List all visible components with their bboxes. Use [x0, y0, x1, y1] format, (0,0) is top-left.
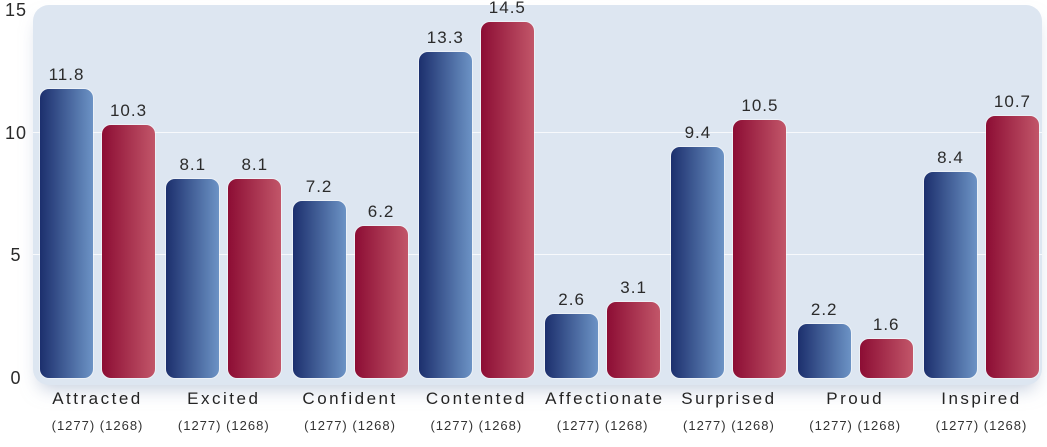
category-label: Excited	[187, 389, 261, 408]
category-counts-label: (1277) (1268)	[683, 418, 775, 433]
bar-group-surprised: 9.4 10.5	[671, 96, 787, 378]
bar-column-blue-contented: 13.3	[418, 27, 472, 378]
y-tick-0: 0	[10, 368, 22, 388]
bar-value-label: 6.2	[367, 201, 395, 221]
bar-column-blue-excited: 8.1	[166, 155, 220, 378]
bar-column-red-proud: 1.6	[859, 314, 913, 378]
bar-column-red-inspired: 10.7	[985, 91, 1039, 378]
bar-group-excited: 8.1 8.1	[166, 155, 282, 378]
bar-blue-affectionate	[545, 314, 599, 378]
category-counts-label: (1277) (1268)	[935, 418, 1028, 433]
y-tick-10: 10	[4, 122, 28, 143]
bar-blue-confident	[292, 201, 346, 378]
y-tick-5: 5	[10, 245, 22, 266]
category-counts-label: (1277) (1268)	[177, 418, 270, 433]
bar-value-label: 10.5	[741, 96, 779, 116]
bar-column-blue-inspired: 8.4	[923, 147, 977, 378]
x-label-group-excited: Excited (1277) (1268)	[166, 389, 281, 433]
bar-value-label: 10.3	[109, 101, 148, 121]
bar-blue-proud	[797, 324, 851, 378]
x-label-group-confident: Confident (1277) (1268)	[293, 389, 408, 433]
category-label: Attracted	[52, 389, 143, 408]
bar-column-red-attracted: 10.3	[102, 101, 155, 378]
bar-value-label: 7.2	[305, 177, 333, 197]
bar-value-label: 1.6	[872, 314, 900, 334]
bars-container: 11.8 10.3 8.1 8.1 7.2 6.2 13.3 14.5 2.6 3.1 9.4 10.…	[33, 0, 1042, 385]
x-label-group-inspired: Inspired (1277) (1268)	[924, 389, 1039, 433]
bar-group-confident: 7.2 6.2	[292, 177, 408, 378]
gridline-5	[33, 254, 1042, 256]
category-label: Affectionate	[545, 389, 665, 408]
x-label-group-proud: Proud (1277) (1268)	[798, 389, 913, 433]
bar-group-proud: 2.2 1.6	[797, 300, 913, 378]
bar-red-excited	[228, 179, 282, 378]
bar-blue-attracted	[40, 88, 93, 378]
bar-column-red-surprised: 10.5	[733, 96, 787, 378]
bar-value-label: 8.4	[937, 147, 964, 167]
bar-column-blue-proud: 2.2	[797, 300, 851, 378]
bar-red-inspired	[985, 115, 1039, 378]
bar-red-confident	[354, 225, 408, 378]
bar-column-blue-affectionate: 2.6	[545, 290, 599, 378]
x-axis-labels: Attracted (1277) (1268) Excited (1277) (126…	[33, 389, 1042, 433]
bar-column-red-confident: 6.2	[354, 201, 408, 378]
y-tick-15: 15	[4, 0, 28, 20]
bar-red-proud	[859, 338, 913, 378]
bar-red-affectionate	[607, 301, 661, 378]
category-counts-label: (1277) (1268)	[51, 418, 144, 433]
bar-value-label: 8.1	[241, 155, 269, 175]
bar-column-blue-attracted: 11.8	[40, 65, 93, 378]
bar-value-label: 11.8	[48, 64, 85, 84]
x-label-group-affectionate: Affectionate (1277) (1268)	[545, 389, 665, 433]
bar-column-red-contented: 14.5	[480, 0, 534, 378]
bar-red-contented	[480, 22, 534, 378]
x-label-group-attracted: Attracted (1277) (1268)	[40, 389, 155, 433]
bar-blue-contented	[418, 51, 472, 378]
bar-value-label: 8.1	[179, 155, 207, 175]
x-label-group-surprised: Surprised (1277) (1268)	[671, 389, 786, 433]
category-label: Contented	[425, 389, 527, 408]
category-counts-label: (1277) (1268)	[304, 418, 396, 433]
bar-group-affectionate: 2.6 3.1	[545, 277, 661, 378]
category-label: Confident	[302, 389, 398, 408]
category-label: Proud	[826, 389, 885, 408]
bar-blue-inspired	[923, 171, 977, 378]
bar-value-label: 14.5	[488, 0, 526, 18]
bar-value-label: 2.2	[810, 300, 838, 320]
x-label-group-contented: Contented (1277) (1268)	[419, 389, 534, 433]
bar-value-label: 10.7	[993, 91, 1032, 111]
bar-column-blue-surprised: 9.4	[671, 123, 725, 378]
bar-red-attracted	[102, 125, 155, 378]
category-label: Inspired	[941, 389, 1022, 408]
bar-blue-excited	[166, 179, 220, 378]
bar-group-contented: 13.3 14.5	[418, 0, 534, 378]
bar-value-label: 3.1	[620, 277, 647, 297]
bar-value-label: 13.3	[426, 27, 464, 47]
category-counts-label: (1277) (1268)	[809, 418, 902, 433]
gridline-10	[33, 131, 1042, 133]
category-counts-label: (1277) (1268)	[430, 418, 523, 433]
category-label: Surprised	[681, 389, 777, 408]
bar-group-inspired: 8.4 10.7	[923, 91, 1039, 378]
bar-column-red-excited: 8.1	[228, 155, 282, 378]
category-counts-label: (1277) (1268)	[556, 418, 649, 433]
bar-value-label: 9.4	[684, 123, 712, 143]
bar-value-label: 2.6	[558, 290, 585, 310]
bar-group-attracted: 11.8 10.3	[40, 65, 155, 378]
bar-column-red-affectionate: 3.1	[607, 277, 661, 378]
bar-column-blue-confident: 7.2	[292, 177, 346, 378]
bar-red-surprised	[733, 120, 787, 378]
bar-blue-surprised	[671, 147, 725, 378]
